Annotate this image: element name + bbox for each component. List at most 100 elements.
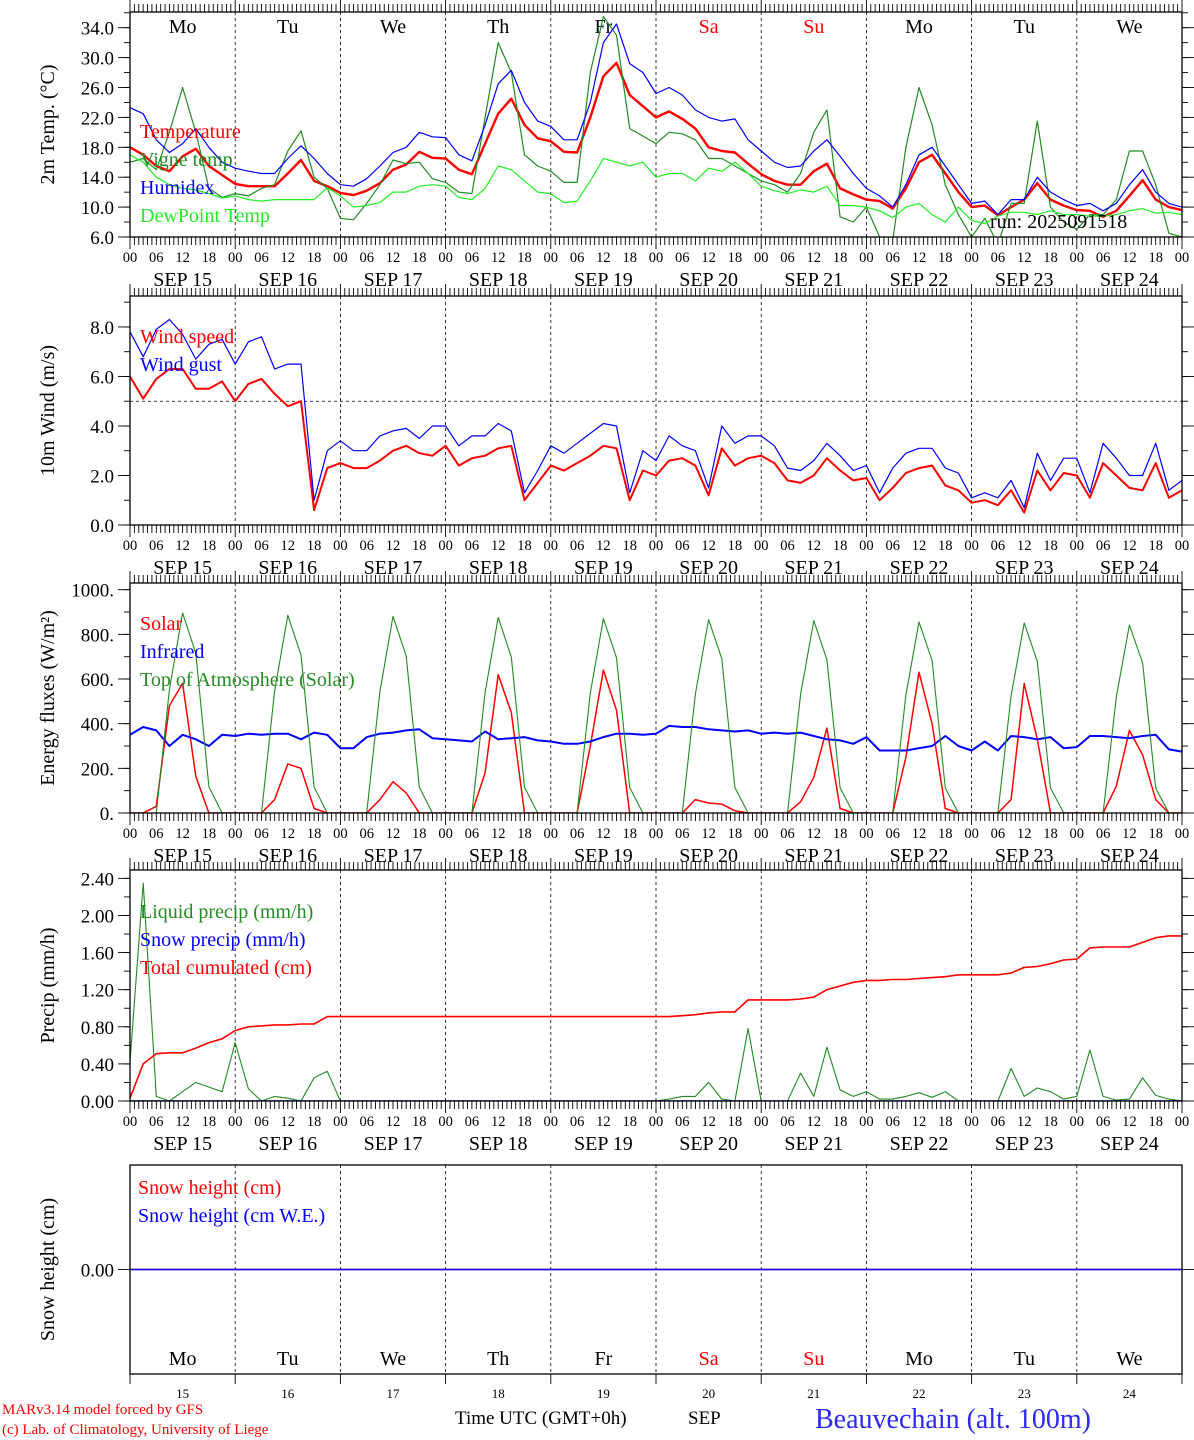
- hour-label: 12: [281, 250, 296, 266]
- hour-label: 18: [938, 538, 953, 554]
- day-number: 22: [913, 1386, 926, 1401]
- day-number: 21: [807, 1386, 820, 1401]
- y-tick-label: 2.40: [81, 869, 114, 890]
- hour-label: 06: [149, 538, 164, 554]
- date-label: SEP 16: [258, 1133, 317, 1155]
- hour-label: 00: [859, 826, 874, 842]
- hour-label: 00: [438, 826, 453, 842]
- hour-label: 12: [807, 250, 822, 266]
- series-line-temperature: [130, 61, 1182, 219]
- hour-label: 18: [517, 538, 532, 554]
- hour-label: 06: [885, 826, 900, 842]
- legend-entry: Temperature: [140, 121, 241, 143]
- day-number: 15: [176, 1386, 189, 1401]
- hour-label: 00: [544, 538, 559, 554]
- hour-label: 06: [465, 826, 480, 842]
- day-number: 18: [492, 1386, 505, 1401]
- y-tick-label: 6.0: [90, 228, 114, 249]
- hour-label: 06: [1096, 250, 1111, 266]
- plot-frame: [129, 295, 1183, 526]
- hour-label: 12: [175, 1114, 190, 1130]
- hour-label: 00: [333, 250, 348, 266]
- hour-label: 00: [964, 826, 979, 842]
- hour-label: 12: [175, 538, 190, 554]
- hour-label: 06: [254, 1114, 269, 1130]
- hour-label: 18: [1043, 538, 1058, 554]
- series-group: [130, 15, 1182, 237]
- hour-label: 00: [1070, 250, 1085, 266]
- hour-label: 00: [754, 826, 769, 842]
- hour-label: 06: [885, 250, 900, 266]
- hour-label: 18: [833, 826, 848, 842]
- series-line-dewpoint-temp: [130, 154, 1182, 225]
- date-label: SEP 23: [995, 557, 1054, 579]
- date-label: SEP 19: [574, 1133, 633, 1155]
- date-label: SEP 15: [153, 845, 212, 867]
- y-tick-label: 2.0: [90, 466, 114, 487]
- hour-label: 18: [728, 250, 743, 266]
- hour-label: 12: [175, 250, 190, 266]
- hour-label: 00: [1070, 826, 1085, 842]
- hour-label: 12: [912, 826, 927, 842]
- hour-label: 12: [807, 1114, 822, 1130]
- day-name: Mo: [905, 16, 933, 38]
- series-line-solar: [130, 669, 1182, 813]
- y-axis-label: Energy fluxes (W/m²): [37, 610, 59, 786]
- hour-label: 00: [859, 1114, 874, 1130]
- day-number: 23: [1018, 1386, 1031, 1401]
- hour-label: 18: [1148, 250, 1163, 266]
- hour-label: 00: [438, 1114, 453, 1130]
- hour-label: 18: [1043, 826, 1058, 842]
- plot-frame: [129, 869, 1183, 1102]
- legend-entry: Vigne temp: [140, 149, 233, 171]
- hour-label: 06: [1096, 826, 1111, 842]
- hour-label: 18: [517, 250, 532, 266]
- date-label: SEP 22: [890, 557, 949, 579]
- hour-label: 18: [1148, 826, 1163, 842]
- hour-label: 06: [991, 1114, 1006, 1130]
- hour-label: 06: [675, 826, 690, 842]
- date-label: SEP 17: [364, 1133, 423, 1155]
- day-name: Tu: [277, 16, 299, 38]
- day-name: Th: [487, 16, 509, 38]
- panel-2: 00 06 12 18 SEP 15 00 06 12 18 SEP 16 00 06 12 18 SEP …: [37, 284, 1194, 579]
- legend-entry: Snow height (cm): [138, 1177, 281, 1199]
- model-credit: MARv3.14 model forced by GFS: [2, 1402, 203, 1418]
- hour-label: 00: [333, 826, 348, 842]
- plot-frame: [129, 582, 1183, 814]
- hour-label: 00: [964, 538, 979, 554]
- legend-entry: Infrared: [140, 641, 204, 663]
- date-label: SEP 16: [258, 557, 317, 579]
- date-label: SEP 20: [679, 269, 738, 291]
- hour-label: 00: [544, 1114, 559, 1130]
- hour-label: 00: [649, 1114, 664, 1130]
- day-name: We: [380, 1348, 406, 1370]
- hour-label: 06: [780, 250, 795, 266]
- hour-label: 12: [491, 826, 506, 842]
- hour-label: 06: [780, 538, 795, 554]
- hour-label: 06: [465, 250, 480, 266]
- hour-label: 18: [833, 250, 848, 266]
- hour-label: 00: [228, 538, 243, 554]
- day-name: Su: [803, 1348, 824, 1370]
- hour-label: 18: [307, 250, 322, 266]
- legend-entry: Total cumulated (cm): [140, 957, 312, 979]
- hour-label: 12: [1017, 1114, 1032, 1130]
- date-label: SEP 20: [679, 845, 738, 867]
- hour-label: 00: [754, 538, 769, 554]
- date-label: SEP 16: [258, 269, 317, 291]
- y-tick-label: 0.40: [81, 1055, 114, 1076]
- hour-label: 18: [412, 826, 427, 842]
- day-name: Fr: [595, 16, 613, 38]
- hour-label: 12: [386, 538, 401, 554]
- date-label: SEP 24: [1100, 845, 1159, 867]
- hour-label: 00: [228, 1114, 243, 1130]
- hour-label: 06: [885, 538, 900, 554]
- hour-label: 18: [307, 826, 322, 842]
- hour-label: 00: [859, 538, 874, 554]
- hour-label: 18: [412, 1114, 427, 1130]
- hour-label: 06: [359, 826, 374, 842]
- hour-label: 06: [465, 538, 480, 554]
- hour-label: 06: [885, 1114, 900, 1130]
- y-tick-label: 600.: [81, 670, 114, 691]
